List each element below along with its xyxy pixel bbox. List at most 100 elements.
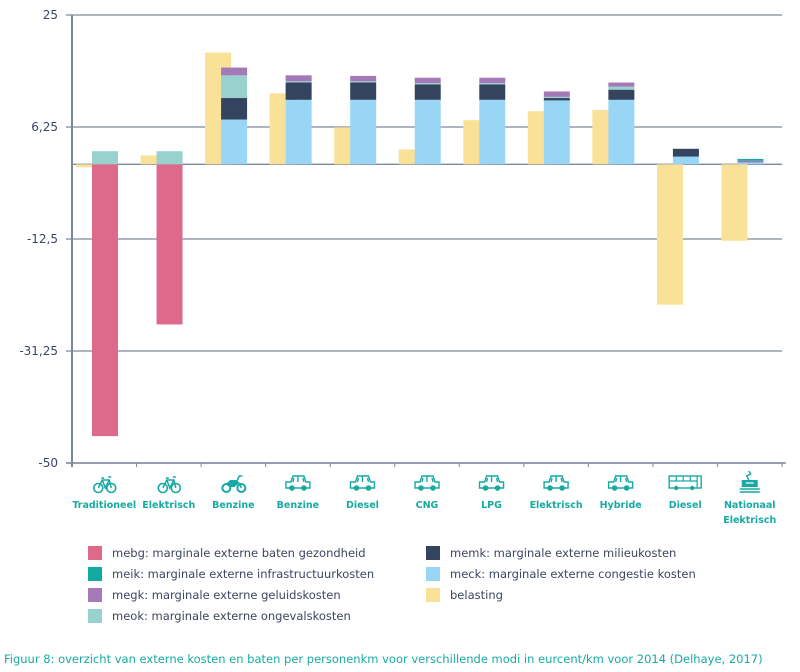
- bar-meok: [479, 83, 506, 85]
- car-body: [543, 475, 569, 489]
- y-tick-label: -12,5: [27, 232, 58, 246]
- bar-megk: [221, 67, 248, 76]
- car-icon: [478, 475, 505, 491]
- legend-label: megk: marginale externe geluidskosten: [112, 588, 341, 602]
- bicycle-icon: [92, 476, 117, 494]
- wheel: [157, 482, 169, 494]
- bar-memk: [350, 82, 377, 100]
- bar-memk: [285, 82, 312, 100]
- wheel: [92, 482, 104, 494]
- bar-meok: [608, 86, 635, 90]
- wheel: [236, 483, 247, 493]
- bar-megk: [543, 91, 570, 97]
- bars: [76, 52, 764, 437]
- bar-memk: [608, 89, 635, 100]
- bar-meok: [156, 151, 183, 165]
- wheel: [430, 485, 436, 491]
- bar-meok: [92, 151, 118, 165]
- car-body: [349, 475, 376, 489]
- legend-swatch: [88, 567, 102, 581]
- handle: [236, 475, 243, 489]
- legend-swatch: [426, 588, 440, 602]
- train-icon: [739, 470, 760, 493]
- bar-megk: [608, 82, 635, 87]
- y-tick-label: 25: [43, 8, 58, 22]
- legend-label: belasting: [450, 588, 503, 602]
- legend-item-megk: megk: marginale externe geluidskosten: [88, 585, 341, 605]
- legend-item-meck: meck: marginale externe congestie kosten: [426, 564, 696, 584]
- legend-item-belasting: belasting: [426, 585, 503, 605]
- legend-label: memk: marginale externe milieukosten: [450, 546, 677, 560]
- bar-memk: [672, 148, 699, 157]
- car-body: [607, 475, 634, 489]
- bar-meik: [737, 158, 764, 161]
- x-tick-label: Elektrisch: [723, 515, 776, 526]
- x-tick-label: Benzine: [277, 500, 319, 511]
- y-axis-ticks: 25 6,25 -12,5 -31,25 -50: [19, 8, 58, 470]
- bar-meck: [350, 99, 377, 165]
- wheel: [482, 485, 489, 491]
- bar-memk: [414, 84, 441, 100]
- bar-meok: [350, 81, 377, 83]
- legend-swatch: [426, 546, 440, 560]
- legend-label: meok: marginale externe ongevalskosten: [112, 609, 351, 623]
- legend-swatch: [88, 588, 102, 602]
- bar-megk: [737, 160, 764, 163]
- bar-megk: [414, 77, 441, 84]
- windows: [669, 476, 698, 488]
- x-tick-label: Elektrisch: [142, 500, 195, 511]
- bar-memk: [543, 98, 570, 101]
- bar-mebg: [92, 164, 118, 437]
- bar-meck: [672, 156, 699, 165]
- bar-belasting: [656, 164, 683, 305]
- car-body: [285, 475, 311, 489]
- bar-memk: [221, 98, 248, 120]
- wheel: [689, 485, 695, 491]
- legend-item-memk: memk: marginale externe milieukosten: [426, 543, 676, 563]
- bar-megk: [479, 77, 506, 84]
- bar-meck: [608, 99, 635, 165]
- car-icon: [349, 475, 376, 491]
- wheel: [170, 482, 182, 494]
- bar-memk: [479, 84, 506, 100]
- y-tick-label: -31,25: [19, 344, 58, 358]
- car-icon: [607, 475, 634, 491]
- wheel: [105, 482, 117, 494]
- wheel: [547, 485, 553, 491]
- figure-caption: Figuur 8: overzicht van externe kosten e…: [4, 652, 763, 666]
- rails: [739, 470, 760, 493]
- bar-meok: [414, 83, 441, 85]
- legend-item-meik: meik: marginale externe infrastructuurko…: [88, 564, 374, 584]
- x-tick-label: Hybride: [600, 500, 642, 511]
- bar-megk: [350, 75, 377, 82]
- bus-body: [668, 475, 702, 489]
- car-icon: [543, 475, 569, 491]
- bus-icon: [668, 475, 702, 491]
- wheel: [365, 485, 372, 491]
- bar-belasting: [76, 164, 102, 168]
- legend-label: meik: marginale externe infrastructuurko…: [112, 567, 375, 581]
- x-tick-label: Elektrisch: [530, 500, 583, 511]
- x-tick-label: CNG: [416, 500, 439, 511]
- wheel: [289, 485, 295, 491]
- wheel: [353, 485, 360, 491]
- x-tick-label: Nationaal: [724, 500, 776, 511]
- wheel: [623, 485, 630, 491]
- legend-swatch: [88, 546, 102, 560]
- wheel: [559, 485, 565, 491]
- bar-meck: [221, 119, 248, 165]
- legend-label: meck: marginale externe congestie kosten: [450, 567, 696, 581]
- bar-meok: [285, 81, 312, 83]
- x-tick-label: Traditioneel: [72, 500, 136, 511]
- car-body: [414, 475, 440, 489]
- body: [225, 480, 240, 487]
- x-tick-label: Diesel: [346, 500, 379, 511]
- x-axis-labels: Traditioneel Elektrisch Benzine Benzine Dies…: [72, 470, 776, 526]
- bar-meok: [543, 96, 570, 99]
- stacked-bar-chart: 25 6,25 -12,5 -31,25 -50 Traditioneel Elektri…: [19, 8, 786, 526]
- y-tick-label: -50: [38, 456, 58, 470]
- wheel: [301, 485, 307, 491]
- x-tick-label: Benzine: [212, 500, 254, 511]
- legend-item-meok: meok: marginale externe ongevalskosten: [88, 606, 351, 626]
- bar-meck: [737, 162, 764, 165]
